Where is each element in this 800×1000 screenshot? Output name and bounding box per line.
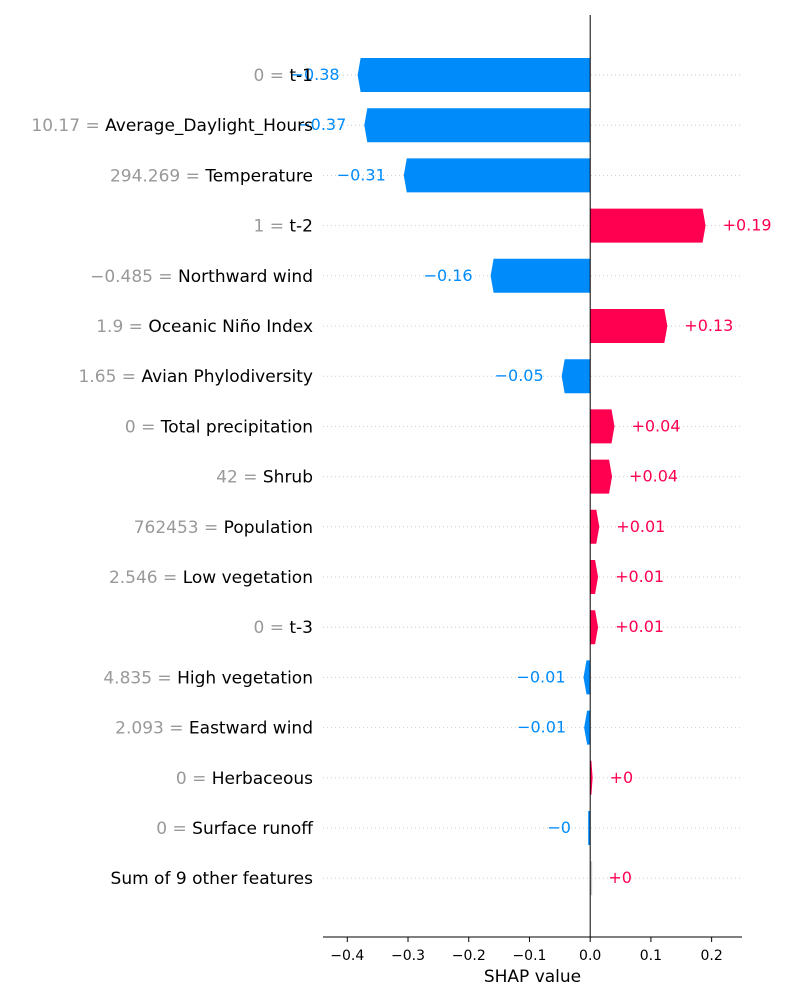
bar	[490, 258, 591, 293]
bar-value-label: −0.31	[337, 165, 386, 184]
feature-label: 10.17 = Average_Daylight_Hours	[31, 116, 313, 136]
feature-name-text: Low vegetation	[183, 568, 313, 588]
feature-name-text: Herbaceous	[212, 769, 313, 789]
feature-name-text: Temperature	[204, 166, 313, 186]
feature-name-text: t-3	[289, 618, 313, 638]
bar	[590, 459, 613, 494]
x-tick-label: −0.4	[330, 948, 364, 964]
bar-value-label: −0.38	[291, 65, 340, 84]
x-tick-label: 0.1	[640, 948, 662, 964]
bar	[584, 710, 591, 745]
feature-name-text: Total precipitation	[160, 417, 313, 437]
feature-name-text: Average_Daylight_Hours	[105, 116, 313, 136]
bar	[590, 610, 599, 645]
feature-name-text: Sum of 9 other features	[111, 869, 314, 889]
feature-value-text: 4.835 =	[103, 668, 177, 688]
feature-label: Sum of 9 other features	[111, 869, 314, 889]
bar-value-label: +0.13	[684, 316, 733, 335]
x-tick-label: 0.0	[579, 948, 601, 964]
bar-value-label: −0.37	[297, 115, 346, 134]
feature-value-text: 10.17 =	[31, 116, 105, 136]
bar-value-label: +0.01	[615, 617, 664, 636]
bar-value-label: +0.04	[631, 416, 680, 435]
feature-value-text: 2.546 =	[109, 568, 183, 588]
feature-value-text: 294.269 =	[110, 166, 205, 186]
bar	[357, 58, 591, 92]
bar-value-label: −0.05	[495, 366, 544, 385]
bar-value-label: +0.01	[616, 517, 665, 536]
feature-name-text: Population	[224, 518, 313, 538]
bar	[590, 509, 600, 544]
bar-value-label: −0.16	[424, 266, 473, 285]
feature-name-text: Avian Phylodiversity	[141, 367, 313, 387]
x-tick-label: −0.1	[512, 948, 546, 964]
bar	[590, 409, 615, 444]
feature-value-text: 0 =	[125, 417, 161, 437]
x-tick-label: −0.3	[391, 948, 425, 964]
bar	[590, 760, 593, 795]
feature-label: 0 = Total precipitation	[125, 417, 313, 437]
bar-value-label: +0	[610, 768, 634, 787]
feature-label: 0 = t-3	[254, 618, 314, 638]
x-tick-label: 0.2	[701, 948, 723, 964]
bar	[590, 560, 599, 594]
x-tick-label: −0.2	[452, 948, 486, 964]
feature-label: 0 = t-1	[254, 66, 314, 86]
x-axis-label: SHAP value	[484, 967, 581, 987]
bar	[561, 359, 591, 394]
feature-value-text: 0 =	[176, 769, 212, 789]
feature-value-text: 0 =	[156, 819, 192, 839]
bar	[403, 158, 591, 193]
feature-value-text: 1 =	[254, 217, 290, 237]
feature-value-text: 1.9 =	[96, 317, 148, 337]
feature-name-text: Surface runoff	[192, 819, 314, 839]
bars	[357, 58, 706, 896]
feature-name-text: Shrub	[263, 468, 313, 488]
bar	[590, 208, 706, 243]
feature-value-text: −0.485 =	[90, 267, 178, 287]
feature-label: 4.835 = High vegetation	[103, 668, 313, 688]
feature-value-text: 42 =	[216, 468, 263, 488]
feature-value-text: 762453 =	[134, 518, 224, 538]
feature-label: 42 = Shrub	[216, 468, 313, 488]
bar-value-label: +0.19	[723, 216, 772, 235]
feature-label: 294.269 = Temperature	[110, 166, 313, 186]
grid-lines	[323, 74, 742, 879]
feature-label: 2.546 = Low vegetation	[109, 568, 313, 588]
feature-name-text: Oceanic Niño Index	[148, 317, 313, 337]
bar-value-label: −0	[547, 818, 571, 837]
bar-value-label: −0.01	[516, 667, 565, 686]
feature-name-text: Eastward wind	[189, 719, 313, 739]
feature-value-text: 0 =	[254, 618, 290, 638]
feature-value-text: 0 =	[254, 66, 290, 86]
bar-value-label: +0	[608, 868, 632, 887]
feature-label: 1.65 = Avian Phylodiversity	[79, 367, 313, 387]
feature-value-text: 1.65 =	[79, 367, 142, 387]
feature-name-text: High vegetation	[177, 668, 313, 688]
x-axis: −0.4 −0.3 −0.2 −0.1 0.0 0.1 0.2	[323, 936, 742, 964]
feature-label: 0 = Herbaceous	[176, 769, 313, 789]
feature-label: 0 = Surface runoff	[156, 819, 314, 839]
feature-value-text: 2.093 =	[115, 719, 189, 739]
feature-label: 1 = t-2	[254, 217, 314, 237]
bar	[583, 660, 591, 695]
bar	[364, 108, 591, 143]
feature-label: 2.093 = Eastward wind	[115, 719, 313, 739]
feature-name-text: Northward wind	[178, 267, 313, 287]
feature-name-text: t-2	[289, 217, 313, 237]
feature-label: 1.9 = Oceanic Niño Index	[96, 317, 313, 337]
bar-value-label: −0.01	[517, 718, 566, 737]
feature-label: 762453 = Population	[134, 518, 313, 538]
bar-value-label: +0.01	[615, 567, 664, 586]
feature-label: −0.485 = Northward wind	[90, 267, 313, 287]
bar-value-label: +0.04	[629, 467, 678, 486]
feature-name-text: t-1	[289, 66, 313, 86]
bar	[590, 309, 668, 343]
